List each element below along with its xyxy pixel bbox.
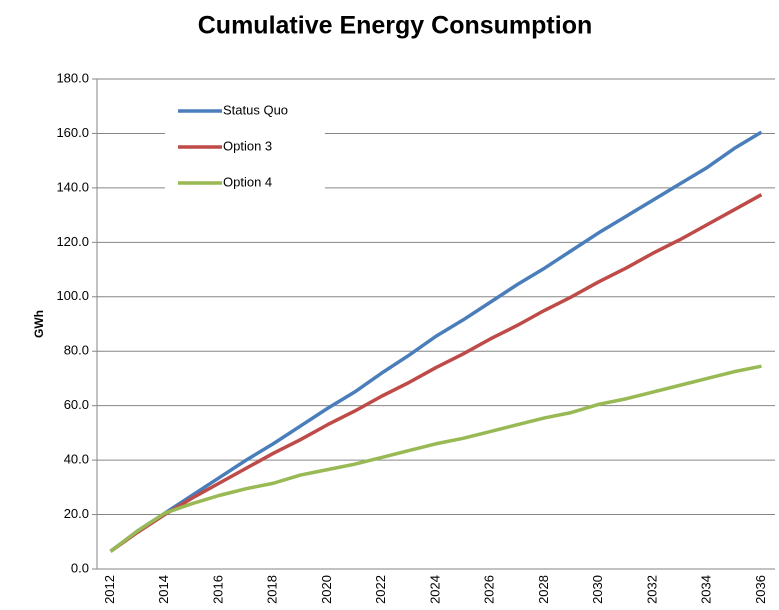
y-tick-label: 60.0 [64,397,89,412]
y-tick-label: 40.0 [64,452,89,467]
legend-label: Status Quo [223,102,288,117]
x-tick-label: 2020 [319,575,334,604]
x-tick-label: 2024 [427,575,442,604]
x-tick-label: 2034 [699,575,714,604]
y-tick-label: 100.0 [56,288,89,303]
series-line [109,130,763,553]
x-tick-label: 2014 [156,575,171,604]
x-tick-label: 2012 [102,575,117,604]
x-tick-label: 2016 [210,575,225,604]
y-tick-label: 20.0 [64,506,89,521]
y-tick-label: 0.0 [71,560,89,575]
y-axis-label: GWh [32,310,46,338]
series-line [109,364,762,553]
x-tick-label: 2030 [590,575,605,604]
x-tick-label: 2032 [644,575,659,604]
y-tick-label: 80.0 [64,343,89,358]
legend-label: Option 4 [223,174,272,189]
x-tick-label: 2026 [482,575,497,604]
y-tick-label: 140.0 [56,179,89,194]
y-tick-label: 120.0 [56,234,89,249]
x-tick-label: 2018 [265,575,280,604]
legend-label: Option 3 [223,138,272,153]
x-tick-label: 2028 [536,575,551,604]
x-tick-label: 2036 [753,575,768,604]
y-tick-label: 180.0 [56,70,89,85]
chart-title: Cumulative Energy Consumption [198,12,592,40]
y-tick-label: 160.0 [56,125,89,140]
x-tick-label: 2022 [373,575,388,604]
series-line [109,193,763,553]
